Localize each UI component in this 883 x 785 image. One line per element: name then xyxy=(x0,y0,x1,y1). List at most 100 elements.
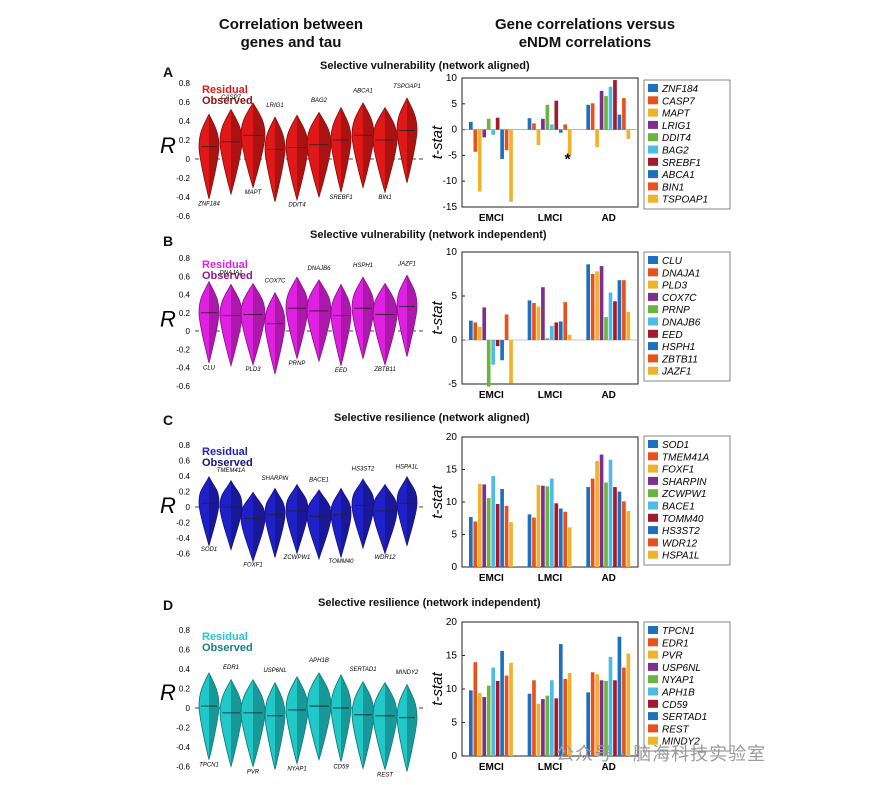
bar-ylabel: t-stat xyxy=(429,671,446,705)
bar-legend-swatch xyxy=(648,194,658,203)
bar xyxy=(486,498,491,567)
violin-gene-label: REST xyxy=(377,772,394,778)
bar-legend-label: PRNP xyxy=(662,305,690,316)
bar xyxy=(608,292,613,340)
violin-ytick: -0.6 xyxy=(176,212,190,221)
violin-ylabel: R xyxy=(160,680,176,705)
violin-ytick: -0.4 xyxy=(176,193,190,202)
bar xyxy=(527,300,532,340)
bar-ylabel: t-stat xyxy=(429,300,446,334)
bar-ytick: 15 xyxy=(446,651,458,662)
violin-observed-half xyxy=(407,275,417,357)
bar-category-label: EMCI xyxy=(479,573,504,584)
bar-legend-label: TSPOAP1 xyxy=(662,195,708,206)
panel-title-c: Selective resilience (network aligned) xyxy=(334,412,530,424)
bar-ytick: 10 xyxy=(446,684,458,695)
violin-gene-label: ABCA1 xyxy=(352,89,373,95)
bar-legend-label: LRIG1 xyxy=(662,121,691,132)
violin-observed-half xyxy=(297,676,308,764)
right-header-line1: Gene correlations versus xyxy=(494,16,676,33)
bar-legend-swatch xyxy=(648,675,658,684)
bar-legend-swatch xyxy=(648,256,658,264)
violin-observed-half xyxy=(363,479,374,549)
legend-residual: Residual xyxy=(202,259,248,271)
bar-category-label: EMCI xyxy=(479,762,504,773)
bar xyxy=(586,264,590,340)
bar-legend-swatch xyxy=(648,182,658,191)
bar xyxy=(604,96,608,130)
bar xyxy=(613,680,617,756)
violin-observed-half xyxy=(231,284,242,366)
legend-observed: Observed xyxy=(202,95,253,107)
bar xyxy=(550,124,554,130)
violin-gene-label: BAG2 xyxy=(311,98,328,104)
bar xyxy=(473,662,478,756)
violin-observed-half xyxy=(275,682,285,770)
bar xyxy=(541,287,545,340)
bar xyxy=(491,667,495,756)
violin-gene-label: WDR12 xyxy=(374,555,396,561)
violin-ytick: -0.2 xyxy=(176,519,190,528)
bar xyxy=(477,693,482,756)
violin-observed-half xyxy=(385,283,397,365)
bar xyxy=(486,118,491,130)
bar xyxy=(567,334,572,340)
bar xyxy=(500,340,504,361)
bar-legend-swatch xyxy=(648,687,658,696)
bar-category-label: AD xyxy=(601,762,615,773)
bar xyxy=(477,129,482,192)
bar-category-label: EMCI xyxy=(479,390,504,401)
bar-legend-label: NYAP1 xyxy=(662,675,694,686)
bar xyxy=(608,656,613,756)
bar xyxy=(554,100,559,130)
violin-observed-half xyxy=(253,102,265,188)
violin-observed-half xyxy=(209,672,219,760)
violin-observed-half xyxy=(407,476,417,546)
bar-legend-label: ZBTB11 xyxy=(661,354,698,365)
bar-legend-swatch xyxy=(648,329,658,338)
bar xyxy=(558,321,563,340)
bar-legend-label: ABCA1 xyxy=(661,170,695,181)
bar-legend-swatch xyxy=(648,366,658,375)
bar xyxy=(504,675,509,756)
bar-category-label: AD xyxy=(601,390,615,401)
bar-ytick: 20 xyxy=(446,432,458,443)
violin-gene-label: PLD3 xyxy=(245,367,261,373)
bar-legend-box xyxy=(643,79,731,210)
violin-ytick: 0 xyxy=(186,327,191,336)
panel-c: R 0.8 0.6 0.4 0.2 0 -0.2 -0.4 -0.6 ResidualObserv… xyxy=(160,432,731,584)
bar xyxy=(550,680,554,756)
bar-legend-label: COX7C xyxy=(662,293,697,304)
violin-gene-label: HS3ST2 xyxy=(352,467,375,473)
violin-observed-half xyxy=(209,281,219,363)
panel-title-a: Selective vulnerability (network aligned… xyxy=(320,60,530,72)
violin-gene-label: JAZF1 xyxy=(397,261,416,267)
bar-legend-label: MAPT xyxy=(662,109,691,120)
bar-legend-swatch xyxy=(648,268,658,277)
bar xyxy=(567,527,572,567)
violin-gene-label: MINDY2 xyxy=(396,670,419,676)
bar-legend-label: CLU xyxy=(662,256,683,267)
violin-ytick: 0.8 xyxy=(179,79,191,88)
violin-gene-label: CD59 xyxy=(333,764,349,770)
bar-ytick: -10 xyxy=(443,176,458,187)
bar-category-label: LMCI xyxy=(538,390,563,401)
bar xyxy=(622,501,626,567)
bar xyxy=(599,454,604,567)
bar xyxy=(595,271,599,340)
bar xyxy=(469,516,473,567)
violin-gene-label: USP6NL xyxy=(263,668,286,674)
violin-observed-half xyxy=(319,279,331,362)
bar xyxy=(617,114,622,130)
bar-legend-swatch xyxy=(648,662,658,671)
bar xyxy=(613,487,617,567)
violin-ytick: 0.6 xyxy=(179,98,191,107)
violin-gene-label: SERTAD1 xyxy=(349,667,376,673)
bar-legend-label: SHARPIN xyxy=(662,477,707,488)
violin-observed-half xyxy=(385,484,397,554)
bar-legend-label: PLD3 xyxy=(662,281,687,292)
violin-observed-half xyxy=(275,488,285,558)
bar xyxy=(563,511,568,567)
bar-legend-swatch xyxy=(648,638,658,647)
bar xyxy=(541,699,545,756)
